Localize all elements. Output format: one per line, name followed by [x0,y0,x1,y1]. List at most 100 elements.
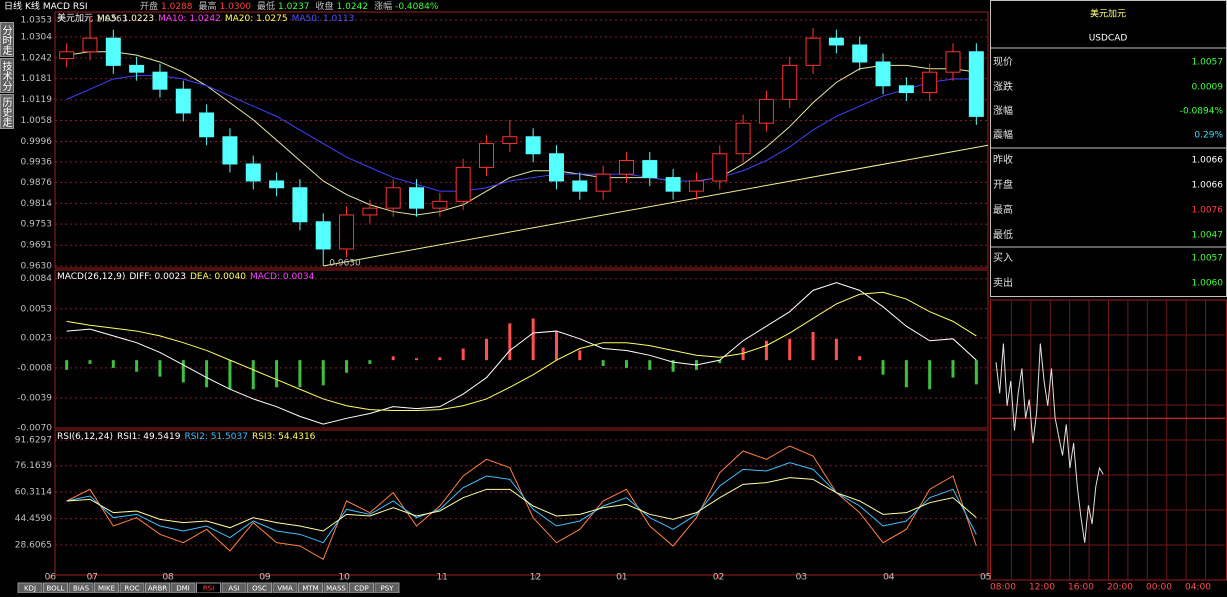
bottom-tab-label: DMI [176,585,190,593]
field-value: -0.4084% [395,2,439,12]
time-label: 16:00 [1068,583,1094,593]
x-tick-label: 08 [162,573,174,583]
header: 日线 K线 MACD RSI [4,0,88,12]
quote-code: USDCAD [1089,34,1128,44]
legend-item: RSI3: 54.4316 [252,432,316,442]
legend-item: RSI(6,12,24) [57,432,113,442]
candle-body [758,98,774,124]
bottom-tab-label: OSC [252,585,267,593]
quote-label: 现价 [993,56,1013,68]
candle-body [175,88,191,114]
candle-body [502,136,518,145]
x-tick-label: 01 [616,573,627,583]
candle-body [385,187,401,209]
y-tick-label: 1.0119 [21,95,53,105]
candle-body [315,221,331,250]
quote-label: 买入 [993,252,1013,264]
quote-label: 震幅 [993,128,1013,141]
field-value: 1.0237 [278,2,310,12]
bottom-tab-label: BOLL [47,585,65,593]
candle-body [735,122,751,155]
y-tick-label: 1.0181 [21,74,53,84]
time-label: 12:00 [1029,583,1055,593]
time-label: 00:00 [1146,583,1172,593]
y-tick-label: 44.4590 [15,514,52,524]
candle-body [129,64,145,73]
candle-body [922,71,938,94]
y-tick-label: -0.0039 [17,393,52,403]
y-tick-label: 28.6065 [15,540,52,550]
quote-label: 最高 [993,203,1013,216]
candle-body [525,136,541,155]
bottom-tab-label: KDJ [24,585,36,593]
y-tick-label: 0.9814 [21,199,53,209]
line [66,445,977,561]
candle-body [665,177,681,192]
candle-body [409,187,425,209]
x-tick-label: 05 [980,573,991,583]
x-tick-label: 04 [883,573,895,583]
field-label: 最低 [257,0,275,12]
field-label: 最高 [199,0,217,12]
candle-body [875,61,891,87]
y-tick-label: 0.0023 [21,333,53,343]
candle-body [455,166,471,202]
candle-body [898,85,914,94]
legend-item: 美元加元 [57,12,93,24]
candle-body [968,51,984,117]
legend: RSI(6,12,24) RSI1: 49.5419 RSI2: 51.5037 RS… [57,432,316,442]
bottom-tab-label: MASS [326,585,346,593]
candle-body [59,51,75,60]
line [66,51,977,216]
x-tick-label: 06 [45,573,57,583]
candle-body [852,44,868,63]
y-tick-label: 1.0353 [21,16,53,26]
candle-body [479,143,495,168]
x-tick-label: 09 [259,573,271,583]
header-tab: 日线 [4,0,22,12]
quote-value: 1.0057 [1192,58,1224,68]
legend-item: MA20: 1.0275 [225,14,288,24]
y-tick-label: 1.0242 [21,53,53,63]
bottom-tab-label: ROC [124,585,139,593]
y-tick-label: 0.9630 [21,261,53,271]
y-tick-label: 0.9996 [21,137,53,147]
field-value: 1.0242 [337,2,369,12]
candle-body [782,64,798,100]
header-tab: MACD [43,2,70,12]
quote-value: 1.0047 [1192,231,1224,241]
line [995,343,1104,543]
trendline [323,144,989,267]
candle-body [642,160,658,179]
candle-body [199,112,215,138]
candle-body [618,160,634,175]
price-frame [54,11,989,269]
bottom-tab-label: RSI [203,585,214,593]
field-value: 1.0300 [220,2,252,12]
quote-label: 最低 [993,228,1013,241]
quote-label: 涨跌 [993,80,1013,93]
side-tab[interactable]: 分时走势 [0,22,14,57]
candle-body [595,173,611,192]
rsi-frame [54,429,989,576]
side-tab[interactable]: 技术分析 [0,58,14,93]
line [66,282,977,425]
bottom-tab-label: PSY [381,585,395,593]
candle-body [548,153,564,182]
candle-body [222,136,238,165]
bottom-tab-label: MTM [302,585,318,593]
side-tab[interactable]: 历史走势 [0,94,14,129]
line [66,291,977,412]
legend-item: DIFF: 0.0023 [129,272,186,282]
candle-body [362,207,378,216]
quote-value: 1.0066 [1192,181,1224,191]
legend-item: RSI1: 49.5419 [117,432,181,442]
legend-item: MA10: 1.0242 [158,14,221,24]
legend-item: MACD: 0.0034 [250,272,315,282]
field-label: 收盘 [316,0,334,12]
field-label: 开盘 [140,0,158,12]
header-fields: 开盘 1.0288 最高 1.0300 最低 1.0237 收盘 1.0242 涨幅 -0.408… [140,0,439,12]
candle-body [339,214,355,250]
